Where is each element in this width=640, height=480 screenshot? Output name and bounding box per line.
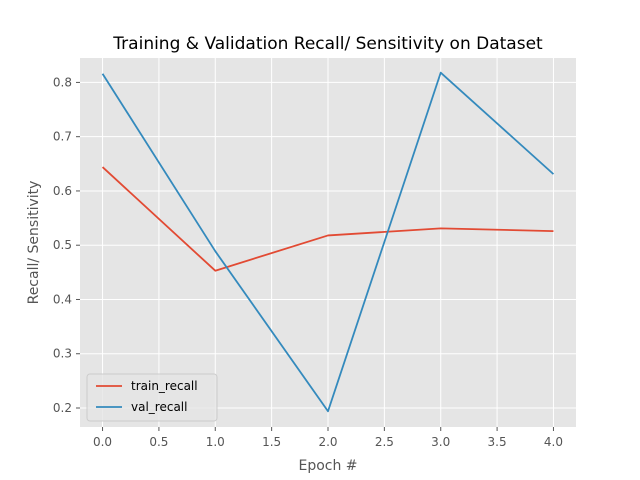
y-axis-label: Recall/ Sensitivity bbox=[26, 181, 42, 305]
train-recall-line bbox=[101, 166, 554, 272]
y-tick-label: 0.3 bbox=[53, 347, 72, 361]
x-axis-ticks: 0.0 0.5 1.0 1.5 2.0 2.5 3.0 3.5 4.0 bbox=[93, 427, 563, 449]
val-recall-line bbox=[101, 71, 555, 413]
x-tick-label: 3.0 bbox=[431, 435, 450, 449]
x-tick-label: 1.0 bbox=[206, 435, 225, 449]
x-tick-label: 2.5 bbox=[375, 435, 394, 449]
legend-label-train-recall: train_recall bbox=[131, 379, 198, 393]
y-tick-label: 0.5 bbox=[53, 238, 72, 252]
x-gridlines bbox=[102, 58, 554, 427]
x-tick-label: 0.5 bbox=[149, 435, 168, 449]
y-tick-label: 0.8 bbox=[53, 75, 72, 89]
y-tick-label: 0.4 bbox=[53, 292, 72, 306]
series-lines bbox=[101, 71, 555, 413]
x-tick-label: 0.0 bbox=[93, 435, 112, 449]
y-tick-label: 0.7 bbox=[53, 130, 72, 144]
x-tick-label: 4.0 bbox=[544, 435, 563, 449]
x-tick-label: 3.5 bbox=[488, 435, 507, 449]
y-tick-label: 0.6 bbox=[53, 184, 72, 198]
x-tick-label: 1.5 bbox=[262, 435, 281, 449]
y-tick-label: 0.2 bbox=[53, 401, 72, 415]
x-axis-label: Epoch # bbox=[298, 458, 357, 474]
legend-label-val-recall: val_recall bbox=[131, 400, 187, 414]
chart-title: Training & Validation Recall/ Sensitivit… bbox=[112, 34, 543, 54]
x-tick-label: 2.0 bbox=[318, 435, 337, 449]
y-axis-ticks: 0.2 0.3 0.4 0.5 0.6 0.7 0.8 bbox=[53, 75, 80, 415]
legend: train_recall val_recall bbox=[86, 373, 218, 422]
y-gridlines bbox=[80, 81, 576, 409]
